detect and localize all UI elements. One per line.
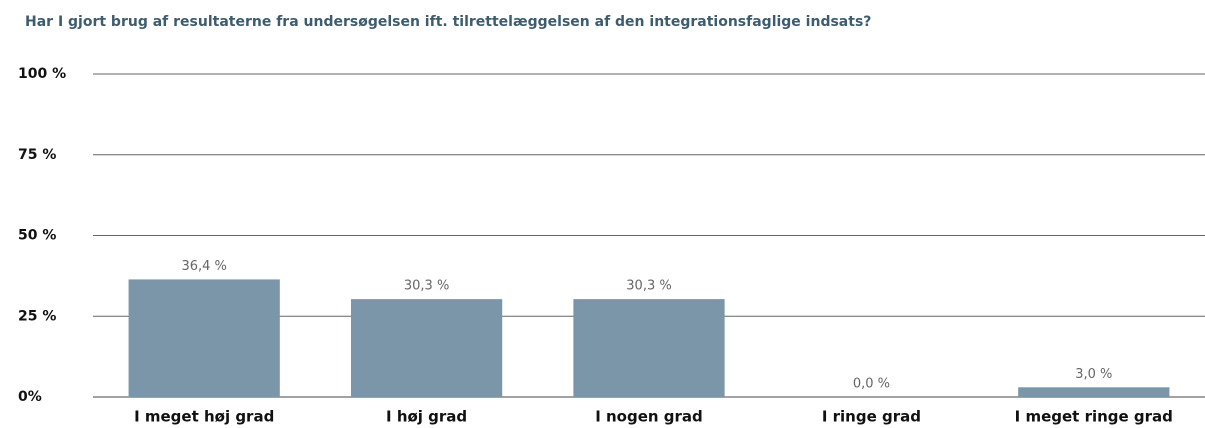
y-tick-label: 50 %	[18, 228, 56, 244]
x-tick-label: I nogen grad	[595, 408, 703, 426]
bar	[1018, 387, 1170, 397]
value-label: 36,4 %	[181, 259, 226, 274]
y-tick-label: 0%	[18, 389, 42, 405]
chart-title: Har I gjort brug af resultaterne fra und…	[25, 14, 871, 30]
bar	[350, 299, 503, 397]
value-label: 0,0 %	[853, 377, 890, 392]
y-tick-label: 75 %	[18, 147, 56, 163]
bar	[573, 299, 725, 397]
value-label: 30,3 %	[626, 279, 671, 294]
value-label: 30,3 %	[404, 279, 449, 294]
x-tick-label: I ringe grad	[822, 408, 921, 426]
x-tick-label: I høj grad	[386, 408, 467, 426]
x-tick-label: I meget ringe grad	[1015, 408, 1173, 426]
bar	[128, 279, 280, 397]
x-tick-label: I meget høj grad	[134, 408, 274, 426]
y-tick-label: 25 %	[18, 308, 56, 324]
value-label: 3,0 %	[1075, 367, 1112, 382]
y-tick-label: 100 %	[18, 66, 66, 82]
